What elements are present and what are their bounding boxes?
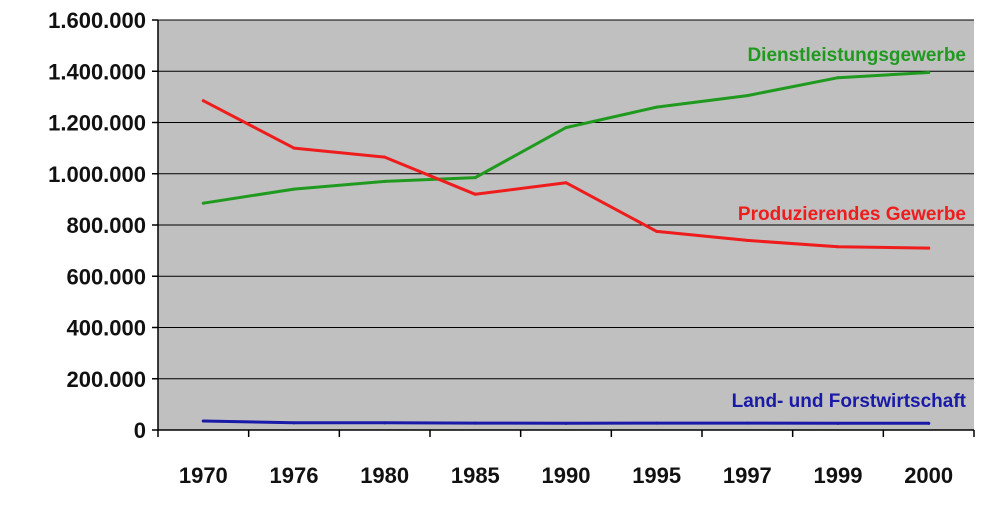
- x-tick-label: 1985: [451, 463, 500, 488]
- x-tick-label: 1997: [723, 463, 772, 488]
- data-point: [473, 176, 477, 180]
- y-tick-label: 200.000: [66, 367, 146, 392]
- data-point: [292, 187, 296, 191]
- data-point: [473, 192, 477, 196]
- y-tick-label: 1.200.000: [48, 111, 146, 136]
- data-point: [201, 201, 205, 205]
- series-labels: Dienstleistungsgewerbe Produzierendes Ge…: [732, 45, 967, 412]
- data-point: [655, 421, 659, 425]
- data-point: [745, 421, 749, 425]
- series-label-land-und-forstwirtschaft: Land- und Forstwirtschaft: [732, 391, 967, 412]
- data-point: [927, 246, 931, 250]
- data-point: [292, 421, 296, 425]
- data-point: [383, 421, 387, 425]
- y-tick-label: 1.400.000: [48, 59, 146, 84]
- data-point: [655, 105, 659, 109]
- x-tick-label: 2000: [904, 463, 953, 488]
- data-point: [473, 421, 477, 425]
- y-axis-ticks: 0 200.000 400.000 600.000 800.000 1.000.000 1.…: [48, 8, 158, 443]
- data-point: [292, 146, 296, 150]
- x-tick-label: 1970: [179, 463, 228, 488]
- series-label-dienstleistungsgewerbe: Dienstleistungsgewerbe: [747, 45, 966, 66]
- y-tick-label: 0: [134, 418, 146, 443]
- y-tick-label: 1.000.000: [48, 162, 146, 187]
- data-point: [564, 421, 568, 425]
- data-point: [927, 421, 931, 425]
- data-point: [836, 245, 840, 249]
- y-tick-label: 1.600.000: [48, 8, 146, 33]
- data-point: [201, 99, 205, 103]
- x-axis-ticks: 1970 1976 1980 1985 1990 1995 1997 1999 2000: [157, 430, 975, 488]
- gridlines: [158, 19, 974, 380]
- data-point: [745, 94, 749, 98]
- data-point: [745, 238, 749, 242]
- data-point: [836, 76, 840, 80]
- x-tick-label: 1976: [270, 463, 319, 488]
- y-tick-label: 800.000: [66, 213, 146, 238]
- x-tick-label: 1999: [814, 463, 863, 488]
- series-lines: [201, 71, 931, 425]
- y-tick-label: 400.000: [66, 316, 146, 341]
- data-point: [655, 229, 659, 233]
- y-tick-label: 600.000: [66, 264, 146, 289]
- data-point: [564, 181, 568, 185]
- data-point: [383, 179, 387, 183]
- data-point: [927, 71, 931, 75]
- data-point: [564, 126, 568, 130]
- data-point: [836, 421, 840, 425]
- data-point: [383, 155, 387, 159]
- x-tick-label: 1990: [542, 463, 591, 488]
- x-tick-label: 1980: [360, 463, 409, 488]
- data-point: [201, 419, 205, 423]
- series-label-produzierendes-gewerbe: Produzierendes Gewerbe: [738, 204, 966, 225]
- x-tick-label: 1995: [632, 463, 681, 488]
